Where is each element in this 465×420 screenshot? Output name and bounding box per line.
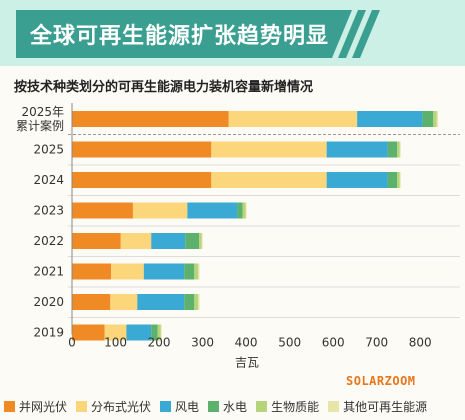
banner-title: 全球可再生能源扩张趋势明显 xyxy=(30,24,330,49)
bar-segment xyxy=(387,172,398,188)
bar-segment xyxy=(211,141,327,158)
bar-segment xyxy=(211,172,327,188)
bar-segment xyxy=(201,233,203,249)
banner-stripe xyxy=(338,10,366,58)
legend-swatch xyxy=(328,400,340,412)
x-tick-label: 500 xyxy=(278,336,301,350)
bar-segment xyxy=(72,263,112,280)
legend-swatch xyxy=(256,400,268,412)
legend-swatch xyxy=(76,400,88,412)
x-tick-label: 200 xyxy=(148,336,171,350)
x-tick-label: 100 xyxy=(104,336,127,350)
watermark: SOLARZOOM xyxy=(346,374,416,388)
bar-segment xyxy=(387,141,398,158)
bar-segment xyxy=(72,111,229,127)
legend-label: 并网光伏 xyxy=(19,399,68,414)
bar-segment xyxy=(72,202,133,219)
y-tick-label: 2019 xyxy=(33,326,64,340)
bar-segment xyxy=(72,172,212,188)
y-tick-label: 2022 xyxy=(33,234,64,248)
y-tick-label: 2025 xyxy=(33,143,64,157)
bar-segment xyxy=(111,263,144,280)
legend-label: 分布式光伏 xyxy=(91,399,152,414)
bar-segment xyxy=(184,263,195,280)
x-tick-label: 800 xyxy=(409,336,432,350)
banner-stripe xyxy=(352,10,380,58)
bar-segment xyxy=(228,111,358,127)
bar-segment xyxy=(399,172,401,188)
bar-segment xyxy=(242,202,246,219)
legend-swatch xyxy=(4,400,15,412)
y-tick-label: 2025年累计案例 xyxy=(16,105,64,133)
bar-segment xyxy=(436,111,439,127)
bar-segment xyxy=(199,233,202,249)
bar-segment xyxy=(72,294,111,310)
bar-segment xyxy=(326,172,388,188)
x-tick-label: 700 xyxy=(365,336,388,350)
chart-title: 按技术种类划分的可再生能源电力装机容量新增情况 xyxy=(14,80,314,95)
legend-label: 水电 xyxy=(223,399,248,414)
bar-segment xyxy=(422,111,434,127)
bar-segment xyxy=(433,111,437,127)
bar-segment xyxy=(132,202,188,219)
bar-segment xyxy=(160,324,162,341)
bar-segment xyxy=(151,324,158,341)
bar-segment xyxy=(143,263,185,280)
bar-segment xyxy=(397,172,400,188)
bar-segment xyxy=(137,294,185,310)
y-tick-label: 2023 xyxy=(33,204,64,218)
bar-segment xyxy=(357,111,423,127)
bar-segment xyxy=(245,202,247,219)
bar-segment xyxy=(151,233,186,249)
bar-segment xyxy=(72,233,121,249)
legend-item: 水电 xyxy=(208,398,247,415)
bar-segment xyxy=(397,141,400,158)
legend-item: 生物质能 xyxy=(256,398,319,415)
bar-segment xyxy=(126,324,152,341)
y-tick-label: 2021 xyxy=(33,265,64,279)
bar-segment xyxy=(326,141,388,158)
y-tick-label: 2020 xyxy=(33,295,64,309)
bar-segment xyxy=(194,263,199,280)
bar-segment xyxy=(72,324,105,341)
bar-segment xyxy=(187,202,238,219)
legend-label: 生物质能 xyxy=(271,399,320,414)
chart-legend: 并网光伏 分布式光伏 风电 水电 生物质能 其他可再生能源 xyxy=(4,396,436,416)
banner-ribbon xyxy=(16,10,352,58)
legend-label: 风电 xyxy=(175,399,200,414)
stacked-bar-chart: 2025年累计案例 2025 2024 2023 2022 2021 2020 2019 0 10… xyxy=(16,103,460,370)
legend-label: 其他可再生能源 xyxy=(343,399,428,414)
legend-swatch xyxy=(208,400,220,412)
x-tick-label: 400 xyxy=(235,336,258,350)
bar-segment xyxy=(120,233,152,249)
title-banner xyxy=(0,0,465,66)
legend-item: 风电 xyxy=(160,398,199,415)
bar-segment xyxy=(184,294,195,310)
x-tick-label: 0 xyxy=(68,336,76,350)
bar-segment xyxy=(198,294,200,310)
bar-segment xyxy=(185,233,200,249)
bar-segment xyxy=(198,263,200,280)
legend-swatch xyxy=(160,400,172,412)
bar-segment xyxy=(104,324,127,341)
x-tick-label: 300 xyxy=(191,336,214,350)
y-tick-label: 2024 xyxy=(33,173,64,187)
legend-item: 分布式光伏 xyxy=(76,398,151,415)
bar-segment xyxy=(157,324,161,341)
bar-segment xyxy=(399,141,401,158)
legend-item: 其他可再生能源 xyxy=(328,398,427,415)
bar-segment xyxy=(110,294,138,310)
legend-item: 并网光伏 xyxy=(4,398,67,415)
x-tick-label: 600 xyxy=(322,336,345,350)
bar-segment xyxy=(194,294,199,310)
bar-segment xyxy=(72,141,212,158)
bar-segment xyxy=(237,202,243,219)
x-axis-label: 吉瓦 xyxy=(235,356,259,370)
